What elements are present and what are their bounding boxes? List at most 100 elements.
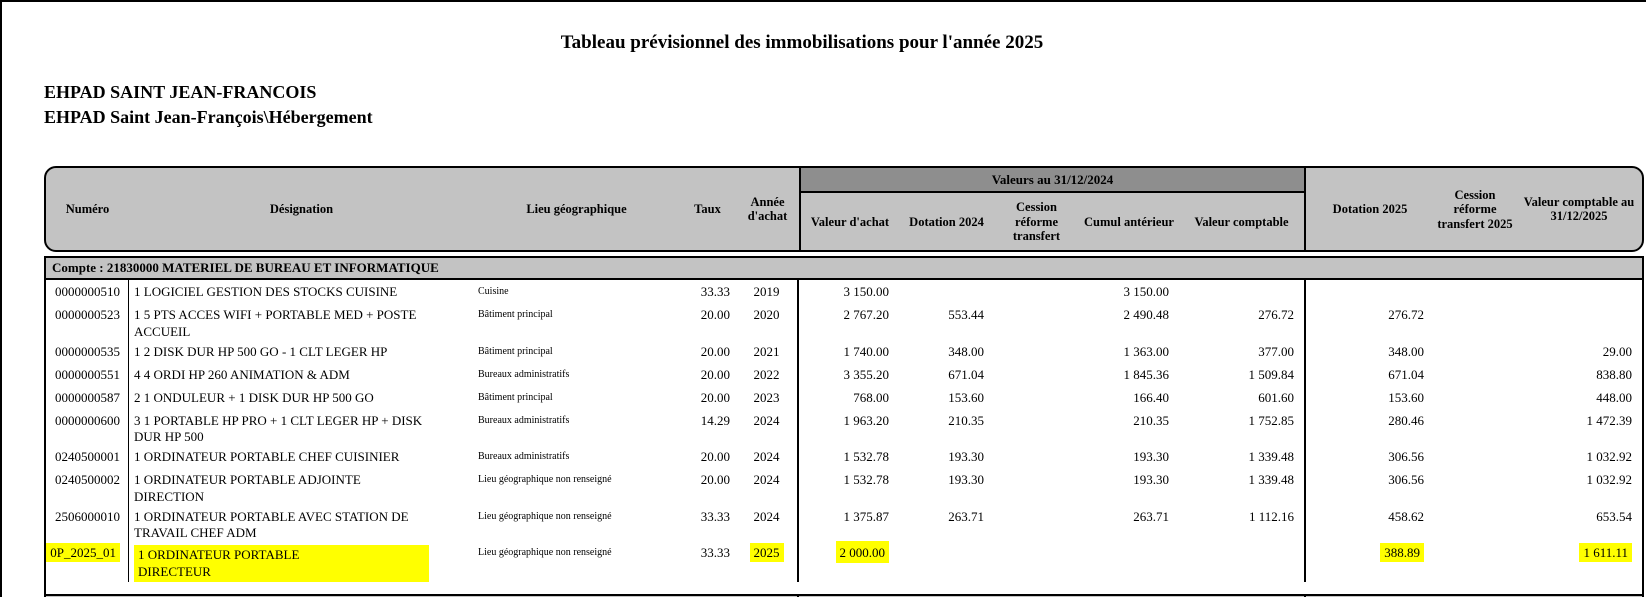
table-row: 0P_2025_01 1 ORDINATEUR PORTABLE DIRECTE… bbox=[46, 541, 1642, 582]
table-row: 0240500002 1 ORDINATEUR PORTABLE ADJOINT… bbox=[46, 468, 1642, 505]
cell-dotation-2025 bbox=[1306, 280, 1434, 303]
cell-valeur-comptable bbox=[1179, 541, 1306, 582]
cell-dotation-2025: 153.60 bbox=[1388, 389, 1424, 405]
account-section-header: Compte : 21830000 MATERIEL DE BUREAU ET … bbox=[46, 258, 1642, 281]
marker-highlight: 1 ORDINATEUR PORTABLE DIRECTEUR bbox=[134, 545, 429, 582]
cell-valeur-comptable: 1 509.84 bbox=[1179, 362, 1306, 386]
table-header: Numéro Désignation Lieu géographique Tau… bbox=[44, 166, 1644, 253]
cell-annee-achat: 2023 bbox=[736, 385, 799, 409]
cell-valeur-achat: 2 767.20 bbox=[843, 307, 890, 323]
cell-dotation-2025: 348.00 bbox=[1388, 343, 1424, 359]
header-lieu-geographique: Lieu géographique bbox=[526, 202, 627, 217]
cell-numero: 0000000535 bbox=[46, 339, 129, 363]
cell-annee-achat: 2025 bbox=[736, 541, 799, 582]
cell-designation: 1 ORDINATEUR PORTABLE ADJOINTE DIRECTION bbox=[134, 472, 361, 504]
cell-taux: 33.33 bbox=[700, 284, 730, 300]
total-row: Total compte : 21830000 MATERIEL DE BURE… bbox=[46, 595, 1642, 597]
cell-taux: 20.00 bbox=[700, 343, 730, 359]
cell-cession-2024 bbox=[994, 468, 1079, 505]
cell-valeur-achat: 1 740.00 bbox=[843, 343, 890, 359]
header-valeur-comptable: Valeur comptable bbox=[1179, 193, 1306, 251]
cell-lieu-geographique: Bâtiment principal bbox=[478, 391, 553, 403]
header-numero: Numéro bbox=[65, 202, 110, 217]
cell-cumul-anterieur: 210.35 bbox=[1133, 412, 1169, 428]
cell-lieu-geographique: Bureaux administratifs bbox=[478, 451, 570, 463]
table-row: 0000000523 1 5 PTS ACCES WIFI + PORTABLE… bbox=[46, 303, 1642, 340]
cell-valeur-achat: 1 375.87 bbox=[843, 508, 890, 524]
cell-valeur-achat: 1 963.20 bbox=[843, 412, 890, 428]
cell-valeur-achat: 1 532.78 bbox=[843, 472, 890, 488]
cell-annee-achat: 2024 bbox=[736, 468, 799, 505]
cell-dotation-2024: 153.60 bbox=[948, 389, 984, 405]
cell-taux: 33.33 bbox=[700, 545, 730, 561]
organization-name: EHPAD SAINT JEAN-FRANCOIS bbox=[44, 82, 317, 102]
cell-numero: 0240500002 bbox=[46, 468, 129, 505]
cell-designation: 1 2 DISK DUR HP 500 GO - 1 CLT LEGER HP bbox=[134, 343, 388, 359]
cell-cumul-anterieur: 193.30 bbox=[1133, 472, 1169, 488]
cell-valeur-achat: 768.00 bbox=[853, 389, 889, 405]
cell-valeur-comptable bbox=[1179, 280, 1306, 304]
cell-dotation-2025: 280.46 bbox=[1388, 412, 1424, 428]
header-dotation-2025: Dotation 2025 bbox=[1332, 202, 1408, 217]
cell-dotation-2024: 348.00 bbox=[948, 343, 984, 359]
cell-cession-2025 bbox=[1434, 505, 1516, 542]
cell-cession-2025 bbox=[1434, 445, 1516, 468]
header-cession-2024: Cession réforme transfert bbox=[1012, 200, 1061, 244]
cell-annee-achat: 2024 bbox=[736, 504, 799, 542]
cell-taux: 20.00 bbox=[700, 307, 730, 323]
cell-cession-2024 bbox=[994, 409, 1079, 446]
cell-cession-2025 bbox=[1434, 468, 1516, 505]
cell-valeur-comptable-2025: 1 032.92 bbox=[1586, 472, 1633, 488]
marker-highlight: 388.89 bbox=[1380, 543, 1424, 563]
cell-dotation-2024 bbox=[899, 541, 994, 582]
cell-lieu-geographique: Bâtiment principal bbox=[478, 309, 553, 321]
cell-dotation-2025: 276.72 bbox=[1388, 307, 1424, 323]
cell-cession-2024 bbox=[994, 280, 1079, 303]
cell-cession-2025 bbox=[1434, 280, 1516, 303]
table-row: 0000000510 1 LOGICIEL GESTION DES STOCKS… bbox=[46, 280, 1642, 304]
cell-designation: 1 ORDINATEUR PORTABLE DIRECTEUR bbox=[129, 541, 474, 582]
table-row: 2506000010 1 ORDINATEUR PORTABLE AVEC ST… bbox=[46, 504, 1642, 542]
marker-highlight: 2025 bbox=[749, 543, 784, 563]
cell-dotation-2025: 388.89 bbox=[1306, 541, 1434, 582]
cell-designation: 1 ORDINATEUR PORTABLE CHEF CUISINIER bbox=[134, 449, 400, 465]
cell-designation: 2 1 ONDULEUR + 1 DISK DUR HP 500 GO bbox=[134, 389, 374, 405]
cell-taux: 20.00 bbox=[700, 389, 730, 405]
cell-cumul-anterieur bbox=[1079, 541, 1179, 582]
cell-cumul-anterieur: 1 845.36 bbox=[1123, 366, 1170, 382]
cell-lieu-geographique: Lieu géographique non renseigné bbox=[478, 510, 612, 522]
cell-cession-2025 bbox=[1434, 541, 1516, 582]
cell-taux: 20.00 bbox=[700, 472, 730, 488]
cell-dotation-2024 bbox=[899, 280, 994, 303]
cell-lieu-geographique: Bureaux administratifs bbox=[478, 414, 570, 426]
marker-highlight: 2 000.00 bbox=[835, 541, 889, 564]
cell-valeur-achat: 3 150.00 bbox=[843, 284, 890, 300]
cell-dotation-2024: 263.71 bbox=[948, 508, 984, 524]
cell-valeur-comptable-2025: 448.00 bbox=[1596, 389, 1632, 405]
header-valeur-achat: Valeur d'achat bbox=[799, 193, 899, 251]
cell-numero: 0000000510 bbox=[46, 280, 129, 304]
cell-valeur-comptable: 276.72 bbox=[1179, 303, 1306, 340]
cell-valeur-comptable-2025: 1 611.11 bbox=[1516, 541, 1642, 582]
cell-cession-2024 bbox=[994, 363, 1079, 386]
account-block: Compte : 21830000 MATERIEL DE BUREAU ET … bbox=[44, 256, 1644, 596]
table-row: 0000000587 2 1 ONDULEUR + 1 DISK DUR HP … bbox=[46, 385, 1642, 409]
cell-valeur-comptable: 1 752.85 bbox=[1179, 408, 1306, 446]
cell-valeur-comptable: 601.60 bbox=[1179, 385, 1306, 409]
cell-cession-2025 bbox=[1434, 340, 1516, 363]
cell-lieu-geographique: Lieu géographique non renseigné bbox=[478, 474, 612, 486]
cell-valeur-comptable-2025: 1 032.92 bbox=[1586, 449, 1633, 465]
cell-annee-achat: 2020 bbox=[736, 303, 799, 340]
cell-cession-2024 bbox=[994, 303, 1079, 340]
total-label: Total compte : 21830000 MATERIEL DE BURE… bbox=[46, 595, 799, 597]
cell-dotation-2025: 458.62 bbox=[1388, 508, 1424, 524]
cell-annee-achat: 2022 bbox=[736, 362, 799, 386]
cell-valeur-comptable-2025: 29.00 bbox=[1602, 343, 1632, 359]
cell-numero: 0240500001 bbox=[46, 445, 129, 469]
table-row: 0000000551 4 4 ORDI HP 260 ANIMATION & A… bbox=[46, 362, 1642, 386]
cell-numero: 0000000600 bbox=[46, 408, 129, 446]
cell-valeur-comptable-2025 bbox=[1516, 303, 1642, 340]
organization-block: EHPAD SAINT JEAN-FRANCOIS EHPAD Saint Je… bbox=[44, 80, 1646, 130]
cell-cession-2025 bbox=[1434, 363, 1516, 386]
